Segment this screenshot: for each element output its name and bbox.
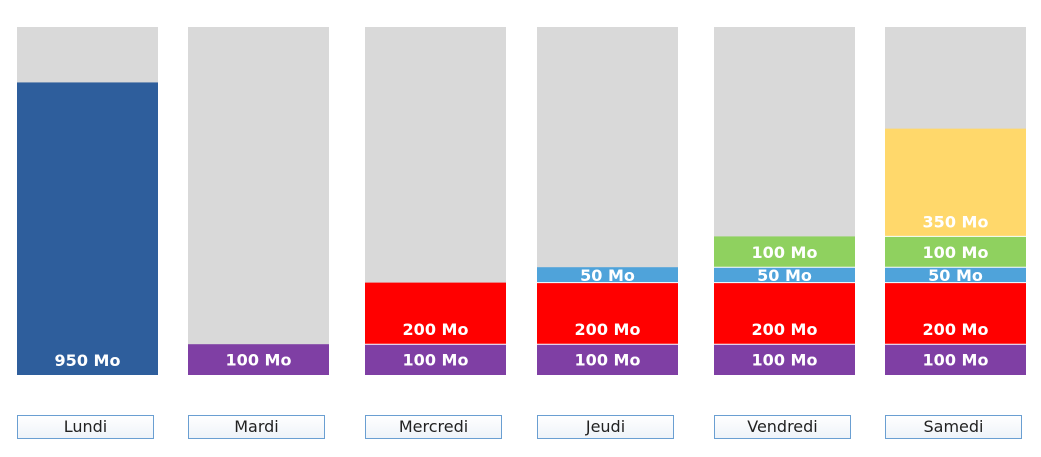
category-label-mercredi: Mercredi [365, 415, 502, 439]
data-label: 950 Mo [55, 351, 121, 370]
column-mercredi: 100 Mo 200 Mo [365, 27, 506, 375]
data-label: 200 Mo [575, 320, 641, 339]
bar-segment [885, 267, 1026, 283]
data-label: 100 Mo [752, 243, 818, 262]
data-label: 200 Mo [752, 320, 818, 339]
category-label-lundi: Lundi [17, 415, 154, 439]
data-label: 350 Mo [923, 212, 989, 231]
data-label: 50 Mo [757, 266, 812, 285]
column-jeudi: 100 Mo 200 Mo 50 Mo [537, 27, 678, 375]
bar-segment [537, 282, 678, 345]
data-label: 200 Mo [403, 320, 469, 339]
data-label: 100 Mo [226, 351, 292, 370]
column-vendredi: 100 Mo 200 Mo 50 Mo 100 Mo [714, 27, 855, 375]
bar-segment [365, 282, 506, 345]
data-label: 200 Mo [923, 320, 989, 339]
bar-segment [885, 128, 1026, 237]
data-label: 100 Mo [923, 351, 989, 370]
bar-segment [714, 267, 855, 283]
data-label: 100 Mo [403, 351, 469, 370]
bar-segment [885, 236, 1026, 268]
data-label: 100 Mo [923, 243, 989, 262]
bar-segment [714, 282, 855, 345]
column-background [188, 27, 329, 375]
bar-segment [188, 344, 329, 375]
category-label-jeudi: Jeudi [537, 415, 674, 439]
bar-segment [885, 282, 1026, 345]
bar-segment [885, 344, 1026, 375]
bar-segment [714, 236, 855, 268]
column-lundi: 950 Mo [17, 27, 158, 376]
bar-segment [537, 267, 678, 283]
category-label-mardi: Mardi [188, 415, 325, 439]
data-label: 100 Mo [752, 351, 818, 370]
category-label-vendredi: Vendredi [714, 415, 851, 439]
data-label: 50 Mo [580, 266, 635, 285]
column-mardi: 100 Mo [188, 27, 329, 375]
category-label-samedi: Samedi [885, 415, 1022, 439]
column-samedi: 100 Mo 200 Mo 50 Mo 100 Mo 350 Mo [885, 27, 1026, 375]
bar-segment [537, 344, 678, 375]
data-label: 100 Mo [575, 351, 641, 370]
data-label: 50 Mo [928, 266, 983, 285]
bar-segment [365, 344, 506, 375]
bar-segment [714, 344, 855, 375]
bar-segment [17, 82, 158, 376]
